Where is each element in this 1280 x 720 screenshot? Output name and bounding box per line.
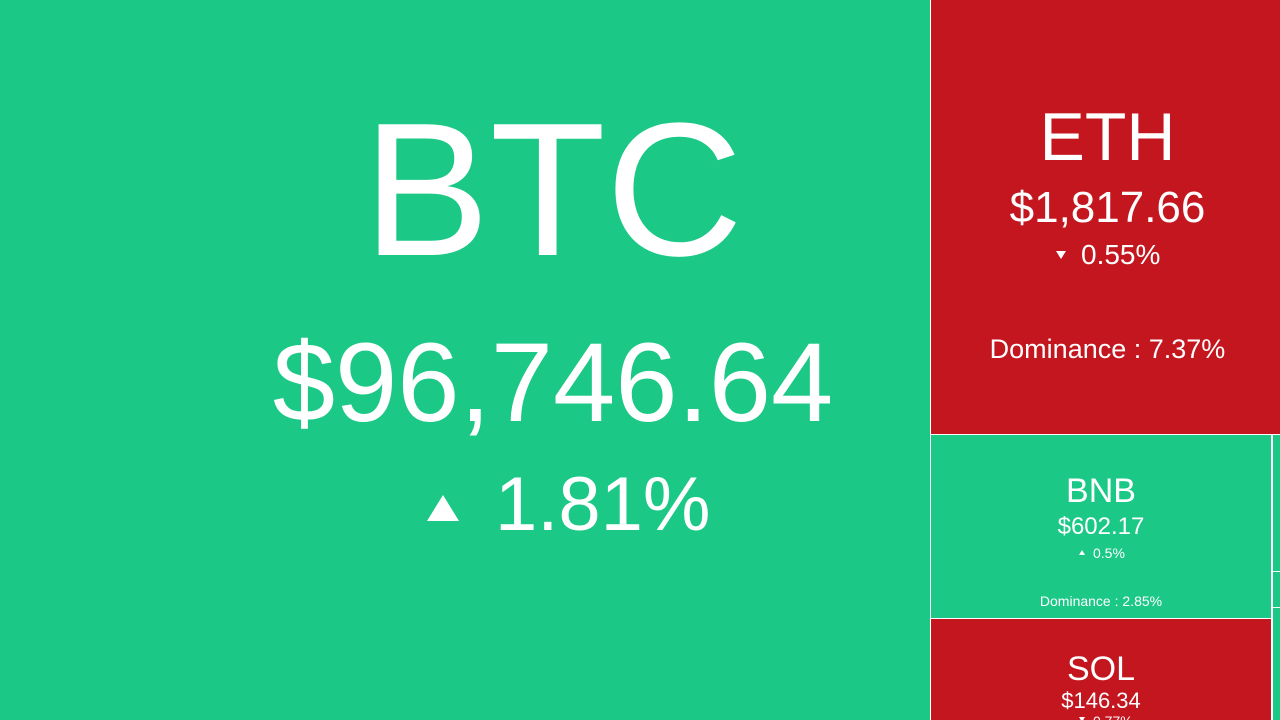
symbol: BTC	[363, 84, 743, 296]
change: 0.55%	[1081, 239, 1161, 270]
small-tile[interactable]	[1273, 435, 1280, 571]
symbol: BNB	[1066, 472, 1136, 510]
btc-tile[interactable]: BTC $96,746.64 1.81%	[0, 0, 930, 720]
down-arrow	[1056, 251, 1066, 259]
price: $146.34	[1061, 688, 1141, 713]
dominance: Dominance : 7.37%	[989, 334, 1226, 364]
change: 0.5%	[1093, 545, 1125, 561]
down-arrow	[1079, 717, 1085, 720]
symbol: SOL	[1066, 650, 1136, 688]
sol-tile[interactable]: SOL $146.34 0.77%	[931, 619, 1271, 720]
symbol: ETH	[1039, 99, 1176, 175]
change: 0.77%	[1093, 712, 1173, 720]
eth-tile[interactable]: ETH $1,817.66 0.55% Dominance : 7.37%	[931, 0, 1280, 434]
bnb-tile[interactable]: BNB $602.17 0.5% Dominance : 2.85%	[931, 435, 1271, 618]
price: $96,746.64	[272, 320, 834, 445]
dominance: Dominance : 2.85%	[1039, 593, 1163, 609]
small-tile[interactable]	[1273, 572, 1280, 607]
up-arrow	[1079, 550, 1085, 555]
price: $1,817.66	[1009, 183, 1206, 232]
change: 1.81%	[495, 462, 711, 547]
up-arrow	[427, 495, 459, 521]
small-tile[interactable]	[1273, 608, 1280, 720]
price: $602.17	[1057, 513, 1145, 540]
